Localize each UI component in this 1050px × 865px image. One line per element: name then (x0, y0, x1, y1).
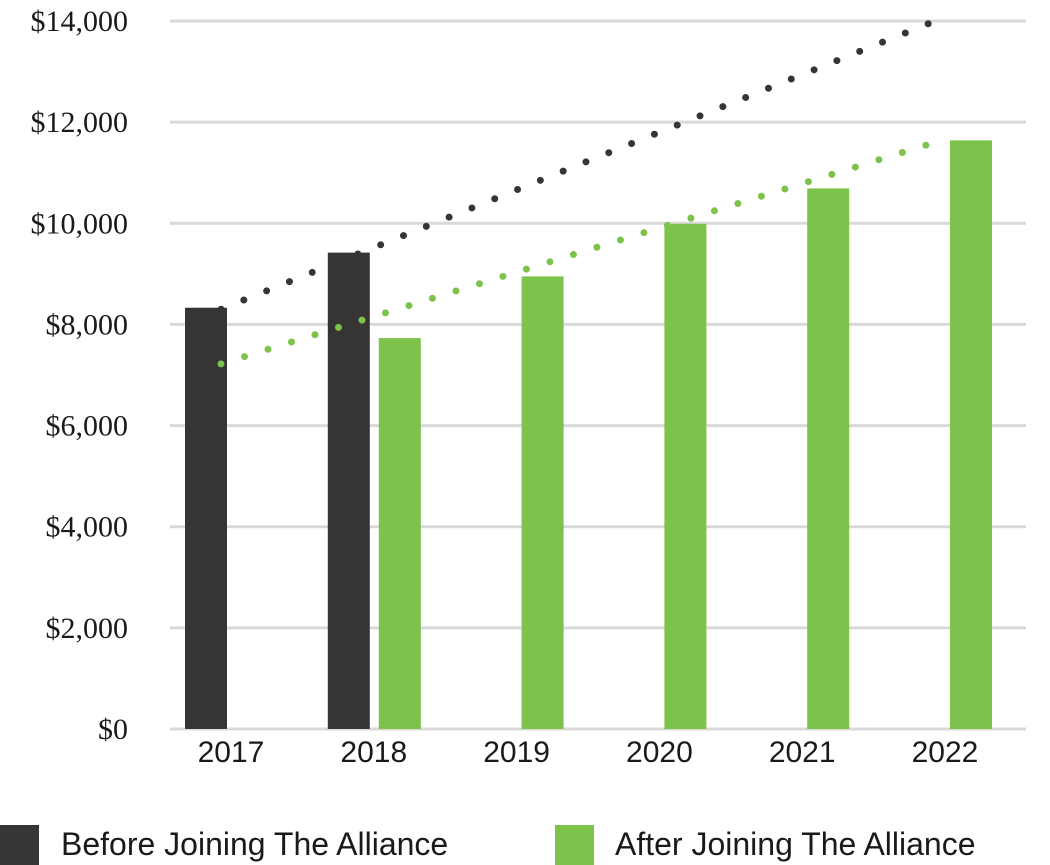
x-tick-label: 2017 (198, 736, 265, 769)
legend: Before Joining The Alliance After Joinin… (0, 825, 976, 865)
x-tick-label: 2018 (340, 736, 407, 769)
gridlines (170, 19, 1026, 731)
y-tick-label: $0 (98, 713, 128, 746)
y-tick-label: $8,000 (46, 308, 129, 341)
x-axis-ticks: 2017 2018 2019 2020 2021 2022 (198, 736, 979, 769)
bar-after-2021 (807, 188, 850, 730)
x-tick-label: 2020 (626, 736, 693, 769)
y-tick-label: $14,000 (31, 5, 129, 38)
legend-swatch-before (0, 825, 39, 865)
y-tick-label: $12,000 (31, 106, 129, 139)
legend-swatch-after (555, 825, 594, 865)
bar-after-2018 (378, 338, 421, 729)
bar-after-2019 (521, 276, 564, 729)
x-tick-label: 2021 (769, 736, 836, 769)
x-tick-label: 2019 (483, 736, 550, 769)
bar-before-2018 (327, 252, 370, 730)
x-tick-label: 2022 (912, 736, 979, 769)
y-tick-label: $4,000 (46, 511, 129, 544)
y-axis-ticks: $0 $2,000 $4,000 $6,000 $8,000 $10,000 $12,000… (31, 5, 129, 746)
legend-label-after: After Joining The Alliance (615, 826, 976, 862)
trendlines (217, 17, 939, 368)
bar-after-2022 (950, 140, 992, 729)
bar-before-2017 (185, 307, 227, 729)
y-tick-label: $10,000 (31, 207, 129, 240)
trendline-after (217, 138, 939, 368)
trendline-before (217, 17, 939, 313)
y-tick-label: $2,000 (46, 612, 129, 645)
y-tick-label: $6,000 (46, 410, 129, 443)
bars (185, 140, 992, 730)
bar-after-2020 (664, 223, 707, 729)
legend-label-before: Before Joining The Alliance (61, 826, 448, 862)
